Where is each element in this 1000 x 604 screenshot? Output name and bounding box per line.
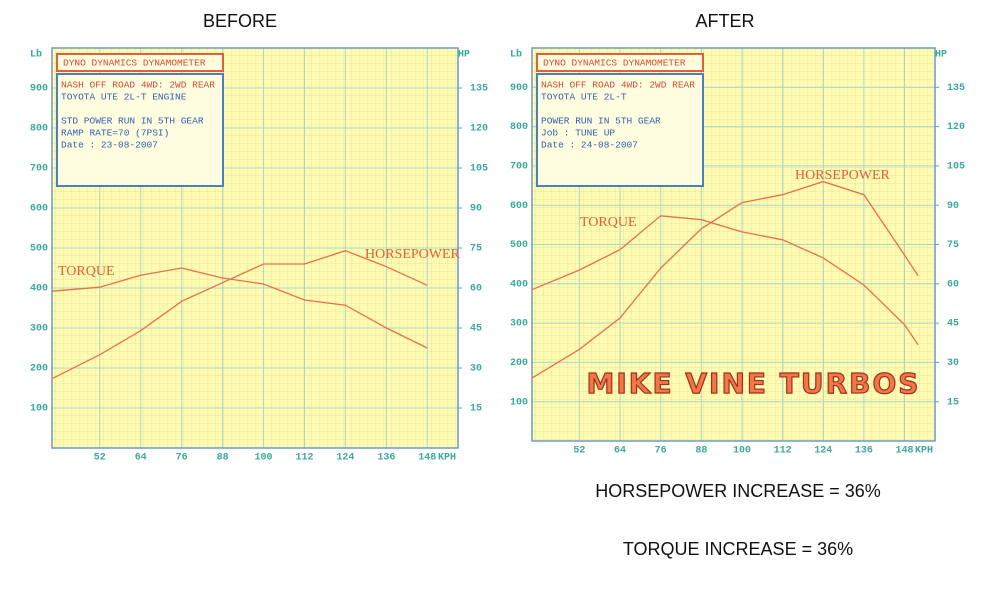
x-tick-label: 64 xyxy=(614,446,626,457)
y-axis-label: Lb xyxy=(510,49,522,61)
y2-tick-label: 75 xyxy=(947,240,959,251)
note: HORSEPOWER INCREASE = 36% xyxy=(595,481,881,501)
info-line: TOYOTA UTE 2L-T ENGINE xyxy=(61,92,187,103)
y-tick-label: 300 xyxy=(30,324,48,335)
y-tick-label: 400 xyxy=(30,284,48,295)
info-title-box xyxy=(56,53,224,72)
x-tick-label: 76 xyxy=(655,446,667,457)
x-tick-label: 148 xyxy=(418,453,436,464)
x-tick-label: 76 xyxy=(176,453,188,464)
y-tick-label: 700 xyxy=(30,164,48,175)
info-line: STD POWER RUN IN 5TH GEAR xyxy=(61,116,204,127)
y2-tick-label: 105 xyxy=(470,164,488,175)
series-label: HORSEPOWER xyxy=(795,168,891,183)
x-tick-label: 124 xyxy=(336,453,354,464)
y2-tick-label: 90 xyxy=(470,204,482,215)
plot-border xyxy=(51,47,459,449)
y2-tick-label: 75 xyxy=(470,244,482,255)
y2-tick-label: 30 xyxy=(947,358,959,369)
y2-axis-label: HP xyxy=(935,50,947,61)
info-line: RAMP RATE=70 (7PSI) xyxy=(61,128,169,139)
info-title: DYNO DYNAMICS DYNAMOMETER xyxy=(543,58,686,69)
y-tick-label: 900 xyxy=(510,83,528,94)
y-tick-label: 500 xyxy=(510,240,528,251)
x-tick-label: 112 xyxy=(295,453,313,464)
y2-tick-label: 45 xyxy=(947,319,959,330)
y-tick-label: 700 xyxy=(510,162,528,173)
y-tick-label: 200 xyxy=(510,358,528,369)
y-tick-label: 800 xyxy=(30,124,48,135)
y2-tick-label: 135 xyxy=(947,83,965,94)
info-line: POWER RUN IN 5TH GEAR xyxy=(541,116,661,127)
series-label: HORSEPOWER xyxy=(365,247,461,262)
x-tick-label: 52 xyxy=(94,453,106,464)
y-tick-label: 400 xyxy=(510,279,528,290)
y2-tick-label: 120 xyxy=(470,124,488,135)
series-line xyxy=(51,250,428,380)
y-tick-label: 100 xyxy=(30,404,48,415)
info-title-box xyxy=(536,53,704,72)
info-line: TOYOTA UTE 2L-T xyxy=(541,92,627,103)
note: TORQUE INCREASE = 36% xyxy=(623,539,853,559)
x-axis-label: KPH xyxy=(915,446,933,457)
info-line: NASH OFF ROAD 4WD: 2WD REAR xyxy=(61,80,215,91)
x-tick-label: 124 xyxy=(814,446,832,457)
series-line xyxy=(51,267,428,349)
watermark: MIKE VINE TURBOS xyxy=(587,367,921,400)
y-tick-label: 900 xyxy=(30,84,48,95)
y-tick-label: 500 xyxy=(30,244,48,255)
x-tick-label: 136 xyxy=(377,453,395,464)
x-tick-label: 100 xyxy=(733,446,751,457)
info-line: Date : 24-08-2007 xyxy=(541,140,638,151)
series-label: TORQUE xyxy=(58,264,115,279)
info-line: Job : TUNE UP xyxy=(541,128,615,139)
info-line: NASH OFF ROAD 4WD: 2WD REAR xyxy=(541,80,695,91)
y-tick-label: 600 xyxy=(510,201,528,212)
info-line: Date : 23-08-2007 xyxy=(61,140,158,151)
x-tick-label: 88 xyxy=(695,446,707,457)
x-tick-label: 88 xyxy=(217,453,229,464)
x-tick-label: 64 xyxy=(135,453,147,464)
x-tick-label: 52 xyxy=(573,446,585,457)
y2-tick-label: 120 xyxy=(947,122,965,133)
y2-tick-label: 105 xyxy=(947,162,965,173)
info-title: DYNO DYNAMICS DYNAMOMETER xyxy=(63,58,206,69)
x-tick-label: 148 xyxy=(896,446,914,457)
info-box xyxy=(536,73,704,187)
y2-tick-label: 60 xyxy=(947,279,959,290)
x-tick-label: 112 xyxy=(774,446,792,457)
y2-tick-label: 90 xyxy=(947,201,959,212)
chart-title: AFTER xyxy=(695,11,754,31)
x-axis-label: KPH xyxy=(438,453,456,464)
y-tick-label: 800 xyxy=(510,122,528,133)
x-tick-label: 100 xyxy=(255,453,273,464)
y-tick-label: 100 xyxy=(510,397,528,408)
series-line xyxy=(531,215,919,346)
y2-tick-label: 45 xyxy=(470,324,482,335)
chart-title: BEFORE xyxy=(203,11,277,31)
info-box xyxy=(56,73,224,187)
plot-border xyxy=(531,47,936,442)
x-tick-label: 136 xyxy=(855,446,873,457)
y2-tick-label: 30 xyxy=(470,364,482,375)
y-tick-label: 200 xyxy=(30,364,48,375)
y2-tick-label: 60 xyxy=(470,284,482,295)
series-line xyxy=(531,180,919,379)
series-label: TORQUE xyxy=(580,215,637,230)
y-tick-label: 300 xyxy=(510,319,528,330)
y-tick-label: 600 xyxy=(30,204,48,215)
y2-axis-label: HP xyxy=(458,50,470,61)
y-axis-label: Lb xyxy=(30,49,42,61)
y2-tick-label: 135 xyxy=(470,84,488,95)
y2-tick-label: 15 xyxy=(947,397,959,408)
y2-tick-label: 15 xyxy=(470,404,482,415)
